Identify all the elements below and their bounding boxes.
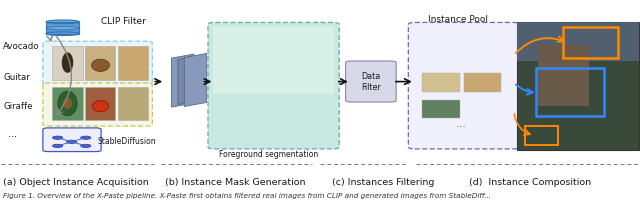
Ellipse shape xyxy=(46,32,79,35)
Text: StableDiffusion: StableDiffusion xyxy=(97,137,156,146)
Text: Instance Pool: Instance Pool xyxy=(428,15,488,24)
Text: Data
Filter: Data Filter xyxy=(361,72,381,92)
FancyBboxPatch shape xyxy=(52,46,83,80)
Text: Foreground segmentation: Foreground segmentation xyxy=(219,150,318,159)
Circle shape xyxy=(67,140,77,143)
Text: CLIP Filter: CLIP Filter xyxy=(101,17,146,26)
Text: (a) Object Instance Acquisition: (a) Object Instance Acquisition xyxy=(3,178,148,187)
FancyBboxPatch shape xyxy=(346,61,396,102)
FancyBboxPatch shape xyxy=(52,87,83,120)
FancyBboxPatch shape xyxy=(538,45,589,106)
Circle shape xyxy=(52,136,63,139)
FancyBboxPatch shape xyxy=(517,22,639,150)
FancyBboxPatch shape xyxy=(464,73,501,92)
FancyBboxPatch shape xyxy=(118,46,148,80)
Text: Figure 1. Overview of the X-Paste pipeline. X-Paste first obtains filtered real : Figure 1. Overview of the X-Paste pipeli… xyxy=(3,193,492,199)
Ellipse shape xyxy=(63,98,72,109)
Circle shape xyxy=(81,144,91,147)
Ellipse shape xyxy=(46,27,79,30)
Text: ...: ... xyxy=(8,129,17,139)
FancyBboxPatch shape xyxy=(43,41,152,84)
FancyBboxPatch shape xyxy=(85,87,115,120)
Polygon shape xyxy=(184,53,207,106)
Text: ...: ... xyxy=(456,119,466,130)
FancyBboxPatch shape xyxy=(213,27,334,94)
FancyBboxPatch shape xyxy=(408,22,520,149)
FancyBboxPatch shape xyxy=(46,22,79,34)
Polygon shape xyxy=(178,55,200,104)
Ellipse shape xyxy=(92,59,109,71)
Text: Avocado: Avocado xyxy=(3,42,40,51)
FancyBboxPatch shape xyxy=(422,73,460,92)
Text: (b) Instance Mask Generation: (b) Instance Mask Generation xyxy=(165,178,306,187)
Ellipse shape xyxy=(46,20,79,24)
FancyBboxPatch shape xyxy=(208,22,339,149)
Text: (c) Instances Filtering: (c) Instances Filtering xyxy=(332,178,434,187)
Circle shape xyxy=(81,136,91,139)
Ellipse shape xyxy=(58,91,77,116)
Text: (d)  Instance Composition: (d) Instance Composition xyxy=(469,178,591,187)
Circle shape xyxy=(52,144,63,147)
FancyBboxPatch shape xyxy=(517,22,639,61)
Text: Guitar: Guitar xyxy=(3,73,30,82)
FancyBboxPatch shape xyxy=(422,100,460,118)
Text: Giraffe: Giraffe xyxy=(3,102,33,111)
FancyBboxPatch shape xyxy=(43,128,101,152)
Ellipse shape xyxy=(92,101,109,112)
FancyBboxPatch shape xyxy=(43,83,152,126)
Ellipse shape xyxy=(61,52,73,73)
FancyBboxPatch shape xyxy=(118,87,148,120)
FancyBboxPatch shape xyxy=(85,46,115,80)
Polygon shape xyxy=(172,54,194,107)
